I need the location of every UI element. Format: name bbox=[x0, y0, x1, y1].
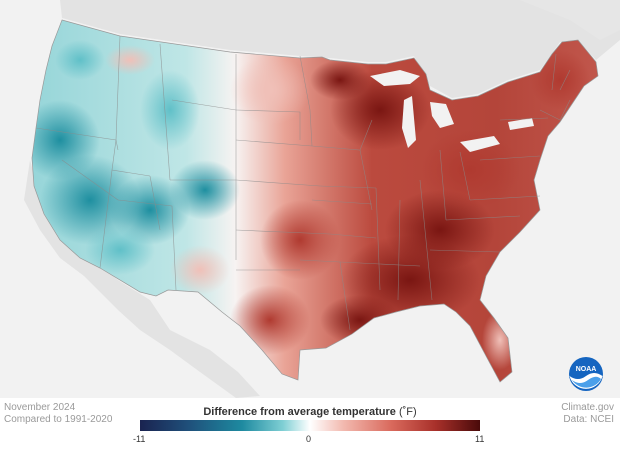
noaa-logo-icon: NOAA bbox=[569, 357, 603, 391]
us-outline bbox=[31, 19, 599, 383]
legend-mid-label: 0 bbox=[306, 434, 312, 444]
map-area: NOAA bbox=[24, 0, 620, 398]
source-data: Data: NCEI bbox=[563, 414, 614, 425]
source-credits: Climate.gov Data: NCEI bbox=[561, 402, 614, 426]
map-metadata: November 2024 Compared to 1991-2020 bbox=[4, 402, 112, 426]
legend-min-label: -11 bbox=[133, 434, 146, 444]
great-lakes bbox=[370, 70, 534, 152]
date-label: November 2024 bbox=[4, 402, 76, 413]
state-borders bbox=[35, 35, 571, 331]
legend-max-label: 11 bbox=[475, 434, 485, 444]
source-site: Climate.gov bbox=[561, 402, 614, 413]
color-scale-bar bbox=[140, 420, 480, 431]
baseline-label: Compared to 1991-2020 bbox=[4, 414, 113, 425]
neighbor-land bbox=[24, 0, 620, 398]
svg-text:NOAA: NOAA bbox=[576, 366, 597, 373]
footer: November 2024 Compared to 1991-2020 Diff… bbox=[0, 398, 620, 450]
legend-unit: (˚F) bbox=[398, 406, 417, 418]
legend-title: Difference from average temperature (˚F) bbox=[203, 406, 417, 418]
